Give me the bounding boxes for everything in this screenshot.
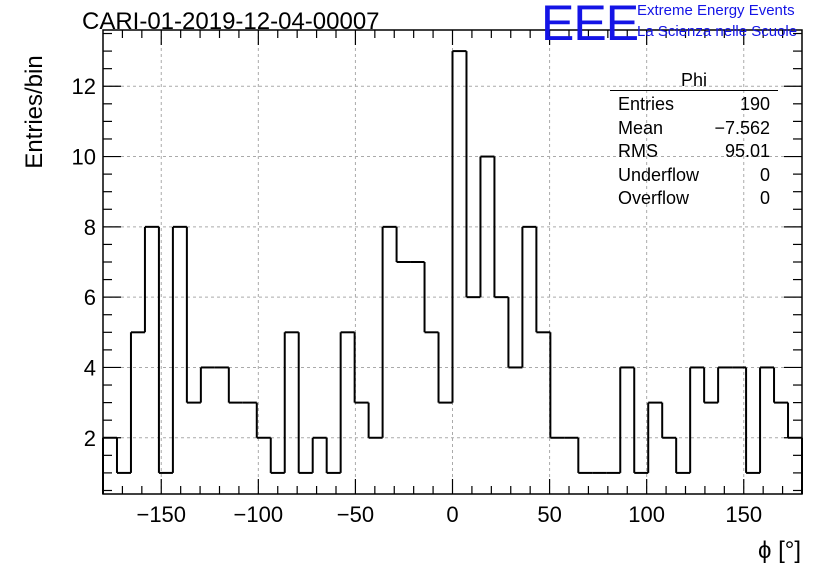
y-tick-label: 12 (72, 74, 96, 99)
stats-label: Entries (618, 94, 675, 114)
stats-box: Phi Entries 190 Mean −7.562 RMS 95.01 Un… (610, 70, 778, 211)
stats-label: RMS (618, 141, 658, 161)
x-tick-label: −100 (234, 502, 284, 527)
stats-label: Overflow (618, 188, 690, 208)
stats-row-mean: Mean −7.562 (610, 117, 778, 141)
y-axis-title: Entries/bin (21, 55, 48, 168)
x-tick-label: 50 (537, 502, 561, 527)
x-tick-label: 150 (725, 502, 762, 527)
axis-ticks (103, 30, 802, 494)
y-tick-label: 4 (84, 355, 96, 380)
x-tick-label: 0 (446, 502, 458, 527)
x-tick-label: −150 (136, 502, 186, 527)
stats-row-rms: RMS 95.01 (610, 140, 778, 164)
stats-value: −7.562 (714, 117, 770, 138)
stats-row-underflow: Underflow 0 (610, 164, 778, 188)
stats-value: 0 (759, 164, 770, 185)
y-tick-label: 10 (72, 145, 96, 170)
stats-divider (610, 90, 778, 91)
eee-logo: EEE (541, 0, 639, 51)
logo-subtitle-1: Extreme Energy Events (637, 2, 795, 19)
y-tick-label: 2 (84, 426, 96, 451)
x-tick-label: −50 (337, 502, 374, 527)
stats-title: Phi (680, 70, 707, 90)
x-axis-title: ϕ [°] (758, 537, 801, 564)
y-tick-label: 8 (84, 215, 96, 240)
x-tick-label: 100 (628, 502, 665, 527)
stats-value: 95.01 (724, 141, 770, 161)
stats-label: Underflow (618, 164, 700, 185)
logo-subtitle-2: La Scienza nelle Scuole (637, 23, 798, 40)
stats-row-overflow: Overflow 0 (610, 187, 778, 211)
stats-row-entries: Entries 190 (610, 93, 778, 117)
histogram-bins (102, 50, 803, 494)
stats-value: 190 (739, 94, 770, 114)
stats-value: 0 (759, 188, 770, 208)
y-tick-label: 6 (84, 285, 96, 310)
tick-labels: −150 −100 −50 0 50 100 150 2 4 6 8 10 12 (72, 74, 763, 527)
chart-title: CARI-01-2019-12-04-00007 (82, 8, 380, 35)
stats-label: Mean (618, 117, 664, 138)
grid-lines (103, 30, 802, 494)
